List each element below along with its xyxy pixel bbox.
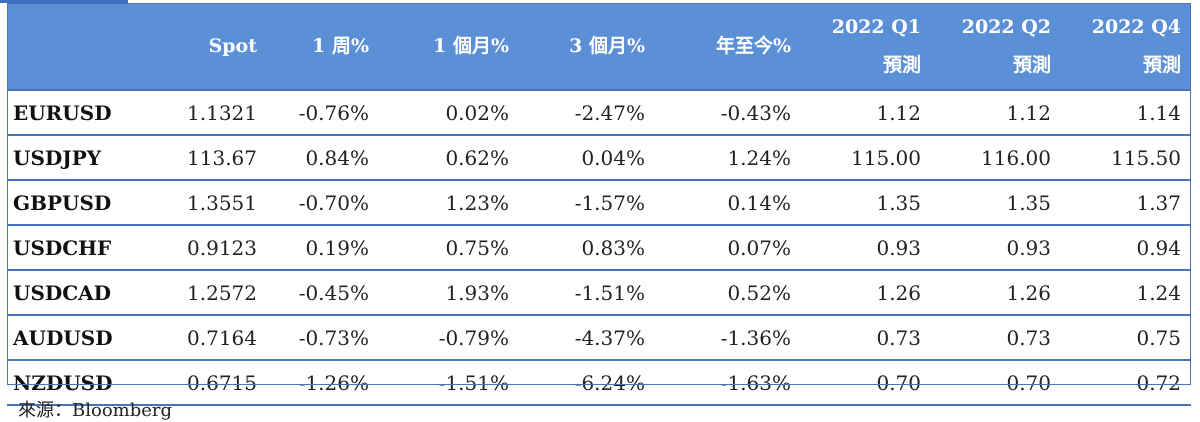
cell-pair: EURUSD (7, 89, 157, 136)
table-header-row: Spot 1 周% 1 個月% 3 個月% 年至今% 2022 Q1 預測 20… (7, 3, 1191, 90)
cell-1-week: 0.19% (267, 224, 379, 271)
cell-3-month: 0.04% (519, 134, 655, 181)
cell-q2: 1.26 (931, 269, 1061, 316)
cell-1-month: 0.62% (379, 134, 519, 181)
cell-q1: 0.70 (801, 359, 931, 406)
table-row: NZDUSD 0.6715 -1.26% -1.51% -6.24% -1.63… (7, 359, 1191, 406)
cell-q1: 0.93 (801, 224, 931, 271)
cell-q4: 0.94 (1061, 224, 1191, 271)
cell-1-week: 0.84% (267, 134, 379, 181)
cell-q4: 1.24 (1061, 269, 1191, 316)
cell-1-week: -0.70% (267, 179, 379, 226)
cell-1-month: -0.79% (379, 314, 519, 361)
header-ytd: 年至今% (655, 3, 801, 90)
cell-ytd: 0.52% (655, 269, 801, 316)
table-row: GBPUSD 1.3551 -0.70% 1.23% -1.57% 0.14% … (7, 179, 1191, 226)
cell-q4: 1.37 (1061, 179, 1191, 226)
cell-q2: 1.12 (931, 89, 1061, 136)
source-note: 來源：Bloomberg (18, 400, 173, 421)
header-q2-line2: 預測 (1012, 54, 1051, 76)
cell-q4: 0.75 (1061, 314, 1191, 361)
cell-3-month: -1.51% (519, 269, 655, 316)
cell-spot: 1.1321 (157, 89, 267, 136)
header-q2-line1: 2022 Q2 (961, 16, 1051, 38)
cell-1-month: 1.23% (379, 179, 519, 226)
header-q1-line2: 預測 (882, 54, 921, 76)
cell-spot: 0.6715 (157, 359, 267, 406)
cell-q1: 1.35 (801, 179, 931, 226)
cell-spot: 113.67 (157, 134, 267, 181)
header-q4-line1: 2022 Q4 (1091, 16, 1181, 38)
cell-1-month: 0.75% (379, 224, 519, 271)
cell-q4: 1.14 (1061, 89, 1191, 136)
header-1-week: 1 周% (267, 3, 379, 90)
table-row: USDJPY 113.67 0.84% 0.62% 0.04% 1.24% 11… (7, 134, 1191, 181)
cell-ytd: 1.24% (655, 134, 801, 181)
cell-spot: 1.2572 (157, 269, 267, 316)
cell-3-month: -4.37% (519, 314, 655, 361)
cell-q2: 0.70 (931, 359, 1061, 406)
table-row: AUDUSD 0.7164 -0.73% -0.79% -4.37% -1.36… (7, 314, 1191, 361)
cell-pair: GBPUSD (7, 179, 157, 226)
header-q4-line2: 預測 (1142, 54, 1181, 76)
header-q1-line1: 2022 Q1 (831, 16, 921, 38)
table-row: EURUSD 1.1321 -0.76% 0.02% -2.47% -0.43%… (7, 89, 1191, 136)
fx-forecast-table: Spot 1 周% 1 個月% 3 個月% 年至今% 2022 Q1 預測 20… (7, 3, 1191, 406)
cell-spot: 0.7164 (157, 314, 267, 361)
cell-q2: 0.93 (931, 224, 1061, 271)
header-q4-forecast: 2022 Q4 預測 (1061, 3, 1191, 90)
cell-q1: 115.00 (801, 134, 931, 181)
cell-pair: NZDUSD (7, 359, 157, 406)
cell-1-month: 0.02% (379, 89, 519, 136)
cell-q1: 1.26 (801, 269, 931, 316)
top-accent-bar (0, 0, 128, 3)
cell-3-month: 0.83% (519, 224, 655, 271)
cell-3-month: -6.24% (519, 359, 655, 406)
header-q2-forecast: 2022 Q2 預測 (931, 3, 1061, 90)
cell-1-month: 1.93% (379, 269, 519, 316)
cell-pair: AUDUSD (7, 314, 157, 361)
header-pair (7, 3, 157, 90)
cell-3-month: -2.47% (519, 89, 655, 136)
cell-q2: 116.00 (931, 134, 1061, 181)
cell-spot: 0.9123 (157, 224, 267, 271)
cell-q4: 0.72 (1061, 359, 1191, 406)
header-spot: Spot (157, 3, 267, 90)
cell-spot: 1.3551 (157, 179, 267, 226)
cell-q1: 1.12 (801, 89, 931, 136)
table-row: USDCHF 0.9123 0.19% 0.75% 0.83% 0.07% 0.… (7, 224, 1191, 271)
cell-3-month: -1.57% (519, 179, 655, 226)
cell-ytd: -1.36% (655, 314, 801, 361)
cell-1-week: -0.73% (267, 314, 379, 361)
cell-ytd: 0.14% (655, 179, 801, 226)
cell-1-week: -1.26% (267, 359, 379, 406)
cell-pair: USDCAD (7, 269, 157, 316)
cell-pair: USDCHF (7, 224, 157, 271)
cell-1-week: -0.45% (267, 269, 379, 316)
cell-ytd: 0.07% (655, 224, 801, 271)
cell-q2: 1.35 (931, 179, 1061, 226)
cell-q2: 0.73 (931, 314, 1061, 361)
table-row: USDCAD 1.2572 -0.45% 1.93% -1.51% 0.52% … (7, 269, 1191, 316)
cell-ytd: -1.63% (655, 359, 801, 406)
cell-1-month: -1.51% (379, 359, 519, 406)
cell-q4: 115.50 (1061, 134, 1191, 181)
cell-1-week: -0.76% (267, 89, 379, 136)
header-1-month: 1 個月% (379, 3, 519, 90)
header-3-month: 3 個月% (519, 3, 655, 90)
fx-forecast-table-container: Spot 1 周% 1 個月% 3 個月% 年至今% 2022 Q1 預測 20… (7, 3, 1191, 406)
cell-ytd: -0.43% (655, 89, 801, 136)
cell-q1: 0.73 (801, 314, 931, 361)
header-q1-forecast: 2022 Q1 預測 (801, 3, 931, 90)
cell-pair: USDJPY (7, 134, 157, 181)
